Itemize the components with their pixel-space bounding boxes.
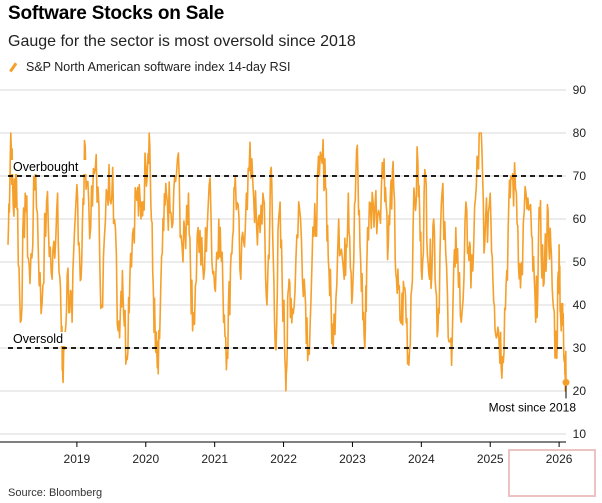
chart-title: Software Stocks on Sale (8, 3, 225, 24)
x-tick-label-2022: 2022 (270, 452, 297, 466)
latest-point-marker (562, 378, 570, 386)
oversold-label: Oversold (13, 332, 63, 346)
source-note: Source: Bloomberg (8, 487, 103, 499)
reference-lines-layer: Overbought Oversold (8, 160, 566, 349)
y-tick-label-90: 90 (573, 83, 587, 97)
axis-layer: 10 20 30 40 50 60 70 80 90 2019 2020 2021 2022 2023 20… (0, 83, 586, 466)
rsi-series-line (7, 132, 567, 392)
x-tick-label-2021: 2021 (201, 452, 228, 466)
x-tick-label-2020: 2020 (132, 452, 159, 466)
series-layer (7, 132, 567, 392)
x-tick-label-2019: 2019 (64, 452, 91, 466)
y-tick-label-40: 40 (573, 298, 587, 312)
x-tick-label-2024: 2024 (408, 452, 435, 466)
watermark-stamp-icon (508, 449, 596, 497)
y-tick-label-50: 50 (573, 255, 587, 269)
chart-subtitle: Gauge for the sector is most oversold si… (8, 33, 356, 50)
y-tick-label-20: 20 (573, 384, 587, 398)
legend-label: S&P North American software index 14-day… (26, 60, 291, 74)
x-tick-label-2023: 2023 (339, 452, 366, 466)
overbought-label: Overbought (13, 160, 79, 174)
y-tick-label-60: 60 (573, 212, 587, 226)
x-tick-label-2026: 2026 (546, 452, 573, 466)
oversold-label-bg (11, 332, 69, 346)
y-tick-label-80: 80 (573, 126, 587, 140)
annotation-layer: Most since 2018 (489, 378, 577, 414)
y-tick-label-10: 10 (573, 427, 587, 441)
y-tick-label-70: 70 (573, 169, 587, 183)
annotation-label: Most since 2018 (489, 400, 577, 414)
y-tick-label-30: 30 (573, 341, 587, 355)
legend: S&P North American software index 14-day… (8, 60, 290, 74)
overbought-label-bg (11, 160, 87, 174)
x-tick-label-2025: 2025 (477, 452, 504, 466)
